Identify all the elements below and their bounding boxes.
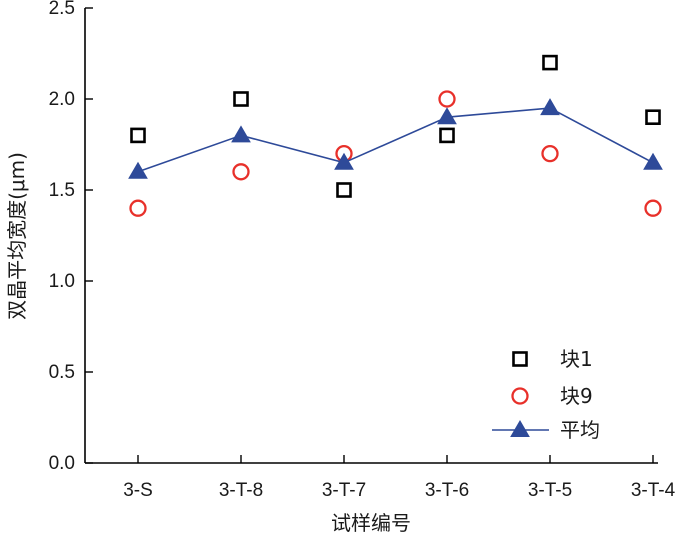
x-ticks: 3-S 3-T-8 3-T-7 3-T-6 3-T-5 3-T-4 — [123, 455, 676, 501]
legend-item: 块1 — [512, 347, 593, 371]
y-ticks: 0.0 0.5 1.0 1.5 2.0 2.5 — [49, 0, 93, 474]
y-axis-title: 双晶平均宽度(μm) — [5, 152, 29, 320]
y-tick-label: 2.5 — [49, 0, 75, 19]
series-2 — [129, 90, 662, 217]
legend-label: 块9 — [560, 384, 593, 408]
data-point — [437, 107, 457, 125]
legend-item: 平均 — [492, 418, 600, 442]
x-tick-label: 3-T-8 — [219, 480, 263, 501]
y-tick-label: 2.0 — [49, 89, 75, 110]
y-tick-label: 0.5 — [49, 362, 75, 383]
x-tick-label: 3-T-7 — [322, 480, 366, 501]
data-point — [645, 109, 661, 125]
x-tick-label: 3-S — [123, 480, 153, 501]
plot-area: 0.0 0.5 1.0 1.5 2.0 2.5 3-S 3-T-8 3-T-7 3-T-6 3-T… — [49, 0, 676, 501]
series-line — [137, 107, 654, 173]
data-point — [334, 152, 354, 170]
data-point — [438, 90, 456, 108]
x-axis-title: 试样编号 — [331, 511, 411, 535]
data-point — [644, 199, 662, 217]
data-point — [541, 144, 559, 163]
data-point — [439, 127, 455, 144]
data-point — [542, 54, 558, 71]
x-tick-label: 3-T-6 — [425, 480, 469, 501]
legend-item: 块9 — [511, 384, 593, 408]
data-point — [129, 199, 147, 217]
x-tick-label: 3-T-5 — [528, 480, 572, 501]
data-point — [130, 127, 146, 144]
legend: 块1 块9 平均 — [492, 347, 600, 442]
data-point — [231, 125, 251, 143]
series-1 — [130, 54, 661, 198]
data-point — [128, 161, 148, 179]
series-layer — [128, 54, 663, 217]
data-point — [540, 98, 560, 116]
data-point — [233, 91, 249, 107]
series-3 — [128, 98, 663, 179]
data-point — [336, 182, 352, 198]
legend-label: 平均 — [560, 418, 600, 442]
y-tick-label: 1.0 — [49, 271, 75, 292]
data-point — [232, 163, 250, 181]
legend-label: 块1 — [560, 347, 593, 371]
data-point — [643, 152, 663, 170]
legend-marker — [511, 387, 529, 405]
legend-marker — [512, 351, 528, 367]
y-tick-label: 0.0 — [49, 453, 75, 474]
x-tick-label: 3-T-4 — [631, 480, 676, 501]
legend-marker — [510, 420, 530, 437]
y-tick-label: 1.5 — [49, 180, 75, 201]
